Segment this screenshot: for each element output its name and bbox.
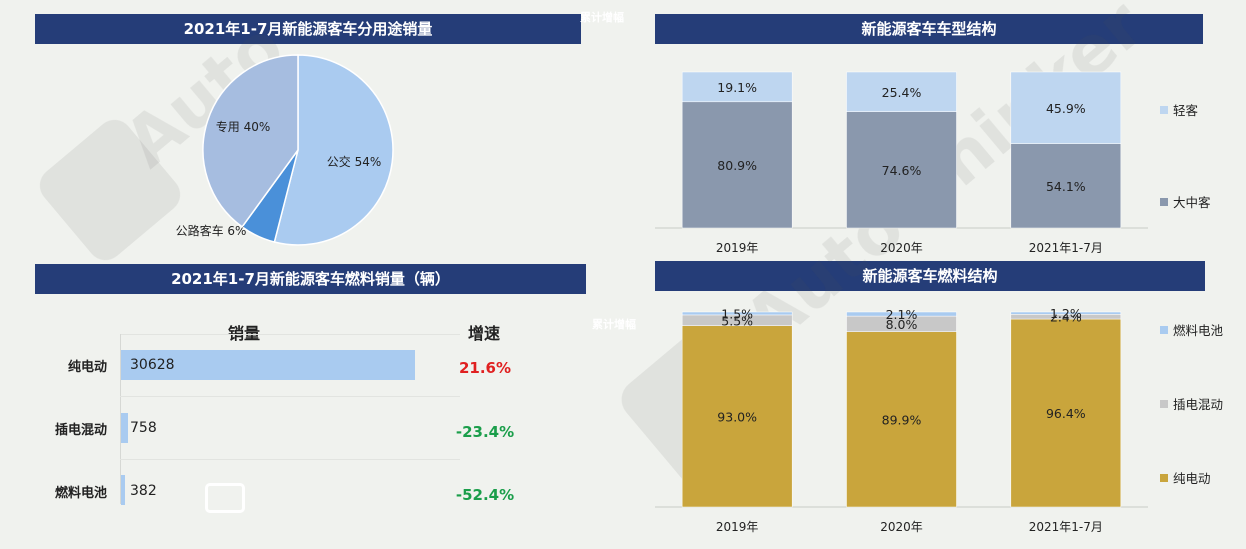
cumulative-growth-label: 累计增幅 [580, 11, 624, 24]
vt-svg-bar-1-2 [1010, 71, 1122, 144]
value-label-fcev: 382 [130, 483, 157, 499]
pie-label-1: 公路客车 6% [176, 223, 247, 238]
vt-svg-bar-0-1 [846, 111, 957, 229]
vt-svg-data-label-1-0: 19.1% [717, 80, 757, 95]
value-axis [120, 334, 121, 504]
vt-svg-legend-label-0: 大中客 [1173, 195, 1211, 210]
vt-svg-legend-swatch-0 [1160, 198, 1168, 206]
vt-svg-bar-0-0 [681, 101, 793, 229]
fs-svg-data-label-2-0: 1.5% [721, 306, 753, 321]
bar-fcev [121, 475, 125, 505]
fs-svg-data-label-0-0: 93.0% [717, 409, 757, 424]
row-label-phev: 插电混动 [54, 423, 107, 438]
row-divider [120, 396, 460, 397]
fs-svg-bar-2-1 [846, 311, 957, 317]
growth-column-header: 增速 [468, 324, 501, 343]
vt-svg-data-label-1-1: 25.4% [882, 85, 922, 100]
vt-svg-legend-swatch-1 [1160, 106, 1168, 114]
fs-svg-data-label-2-2: 1.2% [1050, 306, 1082, 321]
fs-svg-tick-label-1: 2020年 [880, 520, 923, 534]
fs-svg-legend-swatch-2 [1160, 326, 1168, 334]
usage-pie-title: 2021年1-7月新能源客车分用途销量 [35, 14, 581, 44]
vt-svg-data-label-0-0: 80.9% [717, 158, 757, 173]
growth-fcev: -52.4% [455, 486, 515, 504]
value-label-phev: 758 [130, 420, 157, 436]
row-label-bev: 纯电动 [67, 360, 107, 375]
vt-svg-bar-0-2 [1010, 143, 1122, 229]
row-label-fcev: 燃料电池 [54, 486, 107, 501]
fs-svg-bar-2-0 [681, 311, 793, 316]
vt-svg-tick-label-0: 2019年 [716, 241, 759, 255]
fuel-structure-title: 新能源客车燃料结构 [655, 261, 1205, 291]
vt-svg-data-label-0-2: 54.1% [1046, 179, 1086, 194]
fuel-sales-title: 2021年1-7月新能源客车燃料销量（辆） [35, 264, 586, 294]
growth-bev: 21.6% [458, 359, 512, 377]
vt-svg-legend-label-1: 轻客 [1173, 103, 1199, 118]
battery-icon [205, 483, 245, 513]
growth-phev: -23.4% [455, 423, 515, 441]
pie-slice-2 [202, 54, 299, 228]
vt-svg-data-label-1-2: 45.9% [1046, 101, 1086, 116]
fs-svg-data-label-0-1: 89.9% [882, 412, 922, 427]
fuel-sales-chart: 销量 增速 纯电动 30628 21.6% 插电混动 758 -23.4% 燃料… [35, 300, 585, 530]
fs-svg-data-label-0-2: 96.4% [1046, 406, 1086, 421]
row-divider [120, 459, 460, 460]
header-divider [120, 334, 460, 335]
vehicle-type-title: 新能源客车车型结构 [655, 14, 1203, 44]
fs-svg-bar-0-2 [1010, 318, 1122, 508]
sales-column-header: 销量 [228, 324, 261, 343]
fs-svg-legend-swatch-1 [1160, 400, 1168, 408]
bar-phev [121, 413, 129, 443]
fs-svg-bar-0-1 [846, 331, 957, 508]
fs-svg-legend-label-1: 插电混动 [1173, 397, 1223, 412]
vt-svg-bar-1-1 [846, 71, 957, 112]
fs-svg-data-label-1-1: 8.0% [886, 317, 918, 332]
fs-svg-legend-label-2: 燃料电池 [1173, 323, 1224, 338]
fs-svg-legend-swatch-0 [1160, 474, 1168, 482]
cumulative-growth-label-2: 累计增幅 [592, 318, 636, 331]
fs-svg-tick-label-0: 2019年 [716, 520, 759, 534]
fs-svg-bar-0-0 [681, 325, 793, 508]
fs-svg-tick-label-2: 2021年1-7月 [1029, 520, 1103, 534]
pie-slice-0 [273, 54, 394, 246]
vt-svg-tick-label-1: 2020年 [880, 241, 923, 255]
vt-svg-bar-1-0 [681, 71, 793, 103]
fs-svg-data-label-1-0: 5.5% [721, 313, 753, 328]
pie-label-0: 公交 54% [327, 154, 382, 169]
fs-svg-legend-label-0: 纯电动 [1173, 471, 1211, 486]
fs-svg-data-label-2-1: 2.1% [886, 307, 918, 322]
fs-svg-bar-2-2 [1010, 311, 1122, 315]
vt-svg-tick-label-2: 2021年1-7月 [1029, 241, 1103, 255]
bar-bev [121, 350, 415, 380]
value-label-bev: 30628 [130, 357, 175, 373]
vt-svg-data-label-0-1: 74.6% [882, 163, 922, 178]
pie-label-2: 专用 40% [216, 119, 271, 134]
